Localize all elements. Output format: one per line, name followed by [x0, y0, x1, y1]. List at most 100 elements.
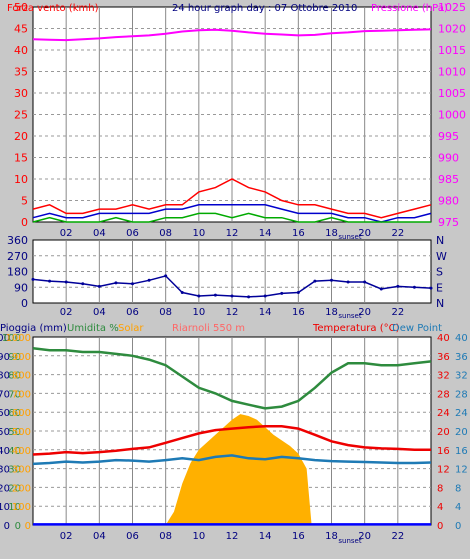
- solar-area: [33, 414, 431, 525]
- hour-tick-label: 02: [60, 228, 73, 239]
- hour-tick-label: 08: [159, 531, 172, 542]
- station-annotation: Riarnoli 550 m: [172, 323, 245, 334]
- hour-tick-label: 16: [292, 228, 305, 239]
- wind-tick-label: 35: [14, 66, 28, 79]
- right-tick-label: 32: [437, 371, 450, 382]
- wind-direction-point: [313, 279, 317, 283]
- right-tick-label: 36: [455, 352, 468, 363]
- left-tick-label: 0: [15, 521, 21, 532]
- hour-tick-label: 02: [60, 307, 73, 318]
- wind-tick-label: 25: [14, 109, 28, 122]
- compass-tick-label: S: [436, 266, 443, 279]
- solar-axis-label: Solar: [118, 323, 144, 334]
- left-tick-label: 0: [4, 521, 10, 532]
- pressure-tick-label: 1020: [438, 23, 466, 36]
- left-tick-label: 60: [8, 408, 21, 419]
- wind-tick-label: 0: [21, 216, 28, 229]
- wind-tick-label: 50: [14, 1, 28, 14]
- wind-direction-point: [164, 274, 168, 278]
- wind-direction-point: [180, 291, 184, 294]
- hour-tick-label: 16: [292, 531, 305, 542]
- left-tick-label: 50: [8, 427, 21, 438]
- series-line-Temperatura (°C): [32, 425, 431, 456]
- hour-tick-label: 04: [93, 228, 106, 239]
- hour-tick-label: 14: [259, 531, 272, 542]
- wind-direction-point: [429, 286, 433, 290]
- hour-tick-label: 22: [391, 531, 404, 542]
- hour-tick-label: 12: [226, 531, 239, 542]
- wind-tick-label: 20: [14, 130, 28, 143]
- hour-tick-label: 18: [325, 531, 338, 542]
- wind-direction-point: [247, 295, 251, 299]
- pressure-tick-label: 1015: [438, 44, 466, 57]
- wind-direction-point: [114, 281, 118, 285]
- wind-direction-point: [346, 280, 350, 284]
- hour-tick-label: 14: [259, 307, 272, 318]
- pressure-tick-label: 990: [438, 152, 459, 165]
- left-tick-label: 90: [8, 352, 21, 363]
- wind-tick-label: 15: [14, 152, 28, 165]
- rain-axis-label: Pioggia (mm): [0, 323, 67, 334]
- series-line-Forza vento (kmh): [32, 178, 432, 219]
- left-tick-label: 1000: [6, 333, 31, 344]
- left-tick-label: 70: [0, 389, 10, 400]
- hour-tick-label: 06: [126, 307, 139, 318]
- hour-tick-label: 06: [126, 228, 139, 239]
- humidity-axis-label: Umidita %: [67, 323, 119, 334]
- hour-tick-label: 18: [325, 307, 338, 318]
- left-tick-label: 100: [2, 333, 21, 344]
- left-tick-label: 30: [0, 465, 10, 476]
- right-tick-label: 4: [455, 502, 461, 513]
- right-tick-label: 0: [455, 521, 461, 532]
- left-tick-label: 90: [0, 352, 10, 363]
- hour-tick-label: 18: [325, 228, 338, 239]
- left-tick-label: 20: [0, 483, 10, 494]
- left-tick-label: 80: [0, 371, 10, 382]
- wind-direction-point: [379, 287, 383, 291]
- hour-tick-label: 04: [93, 307, 106, 318]
- right-tick-label: 16: [437, 446, 450, 457]
- hour-tick-label: 04: [93, 531, 106, 542]
- right-tick-label: 16: [455, 446, 468, 457]
- pressure-tick-label: 1000: [438, 109, 466, 122]
- hour-tick-label: 22: [391, 228, 404, 239]
- wind-direction-point: [213, 293, 217, 297]
- left-tick-label: 0: [25, 521, 31, 532]
- hour-tick-label: 16: [292, 307, 305, 318]
- pressure-tick-label: 995: [438, 130, 459, 143]
- sunset-label: sunset: [338, 537, 361, 545]
- series-line-#0000cc: [32, 204, 432, 223]
- right-tick-label: 12: [437, 465, 450, 476]
- hour-tick-label: 22: [391, 307, 404, 318]
- left-tick-label: 10: [8, 502, 21, 513]
- wind-direction-point: [48, 279, 52, 283]
- wind-direction-point: [197, 294, 201, 298]
- right-tick-label: 24: [455, 408, 468, 419]
- direction-tick-label: 180: [7, 266, 28, 279]
- left-tick-label: 100: [0, 333, 10, 344]
- hour-tick-label: 14: [259, 228, 272, 239]
- right-tick-label: 8: [437, 483, 443, 494]
- pressure-tick-label: 980: [438, 195, 459, 208]
- right-tick-label: 20: [437, 427, 450, 438]
- right-tick-label: 12: [455, 465, 468, 476]
- wind-tick-label: 10: [14, 173, 28, 186]
- dewpoint-axis-label: Dew Point: [392, 323, 442, 334]
- compass-tick-label: N: [436, 297, 444, 310]
- wind-direction-point: [363, 280, 367, 284]
- pressure-tick-label: 1005: [438, 87, 466, 100]
- sunset-label: sunset: [338, 312, 361, 320]
- series-line-#00aa00: [32, 212, 431, 223]
- right-tick-label: 32: [455, 371, 468, 382]
- right-tick-label: 0: [437, 521, 443, 532]
- temperature-axis-label: Temperatura (°C): [312, 323, 400, 334]
- hour-tick-label: 12: [226, 307, 239, 318]
- left-tick-label: 60: [0, 408, 10, 419]
- right-tick-label: 40: [455, 333, 468, 344]
- left-tick-label: 30: [8, 465, 21, 476]
- left-tick-label: 700: [12, 389, 31, 400]
- wind-direction-point: [396, 284, 400, 288]
- wind-direction-point: [64, 280, 68, 284]
- left-tick-label: 400: [12, 446, 31, 457]
